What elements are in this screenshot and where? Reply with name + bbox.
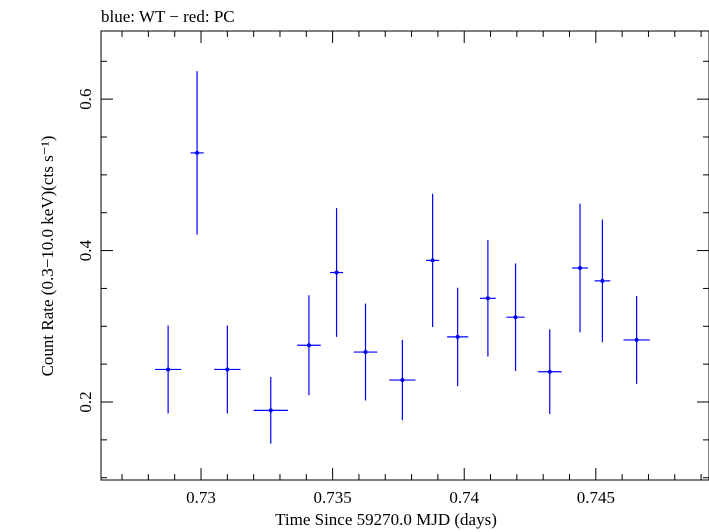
- y-tick-label: 0.4: [76, 239, 95, 261]
- data-point: [600, 278, 605, 283]
- x-axis: 0.73 0.735 0.74 0.745: [121, 31, 702, 507]
- data-series-wt: [154, 71, 650, 444]
- data-point: [225, 367, 230, 372]
- chart-title: blue: WT − red: PC: [101, 7, 235, 26]
- y-tick-label: 0.6: [76, 89, 95, 110]
- data-point: [334, 270, 339, 275]
- data-point: [166, 367, 171, 372]
- x-tick-label: 0.73: [186, 488, 216, 507]
- data-point: [513, 315, 518, 320]
- data-point: [578, 265, 583, 270]
- data-point: [430, 258, 435, 263]
- data-point: [455, 334, 460, 339]
- plot-frame: [100, 30, 709, 481]
- x-tick-label: 0.74: [449, 488, 479, 507]
- x-tick-label: 0.735: [313, 488, 351, 507]
- x-tick-label: 0.745: [577, 488, 615, 507]
- data-point: [306, 343, 311, 348]
- data-point: [634, 337, 639, 342]
- data-point: [485, 296, 490, 301]
- data-point: [363, 350, 368, 355]
- y-tick-label: 0.2: [76, 391, 95, 412]
- x-axis-title: Time Since 59270.0 MJD (days): [275, 510, 497, 529]
- data-point: [547, 369, 552, 374]
- data-point: [195, 150, 200, 155]
- data-point: [268, 408, 273, 413]
- y-axis: 0.2 0.4 0.6: [76, 60, 709, 479]
- y-axis-title: Count Rate (0.3−10.0 keV)(cts s⁻¹): [38, 136, 57, 377]
- data-point: [400, 378, 405, 383]
